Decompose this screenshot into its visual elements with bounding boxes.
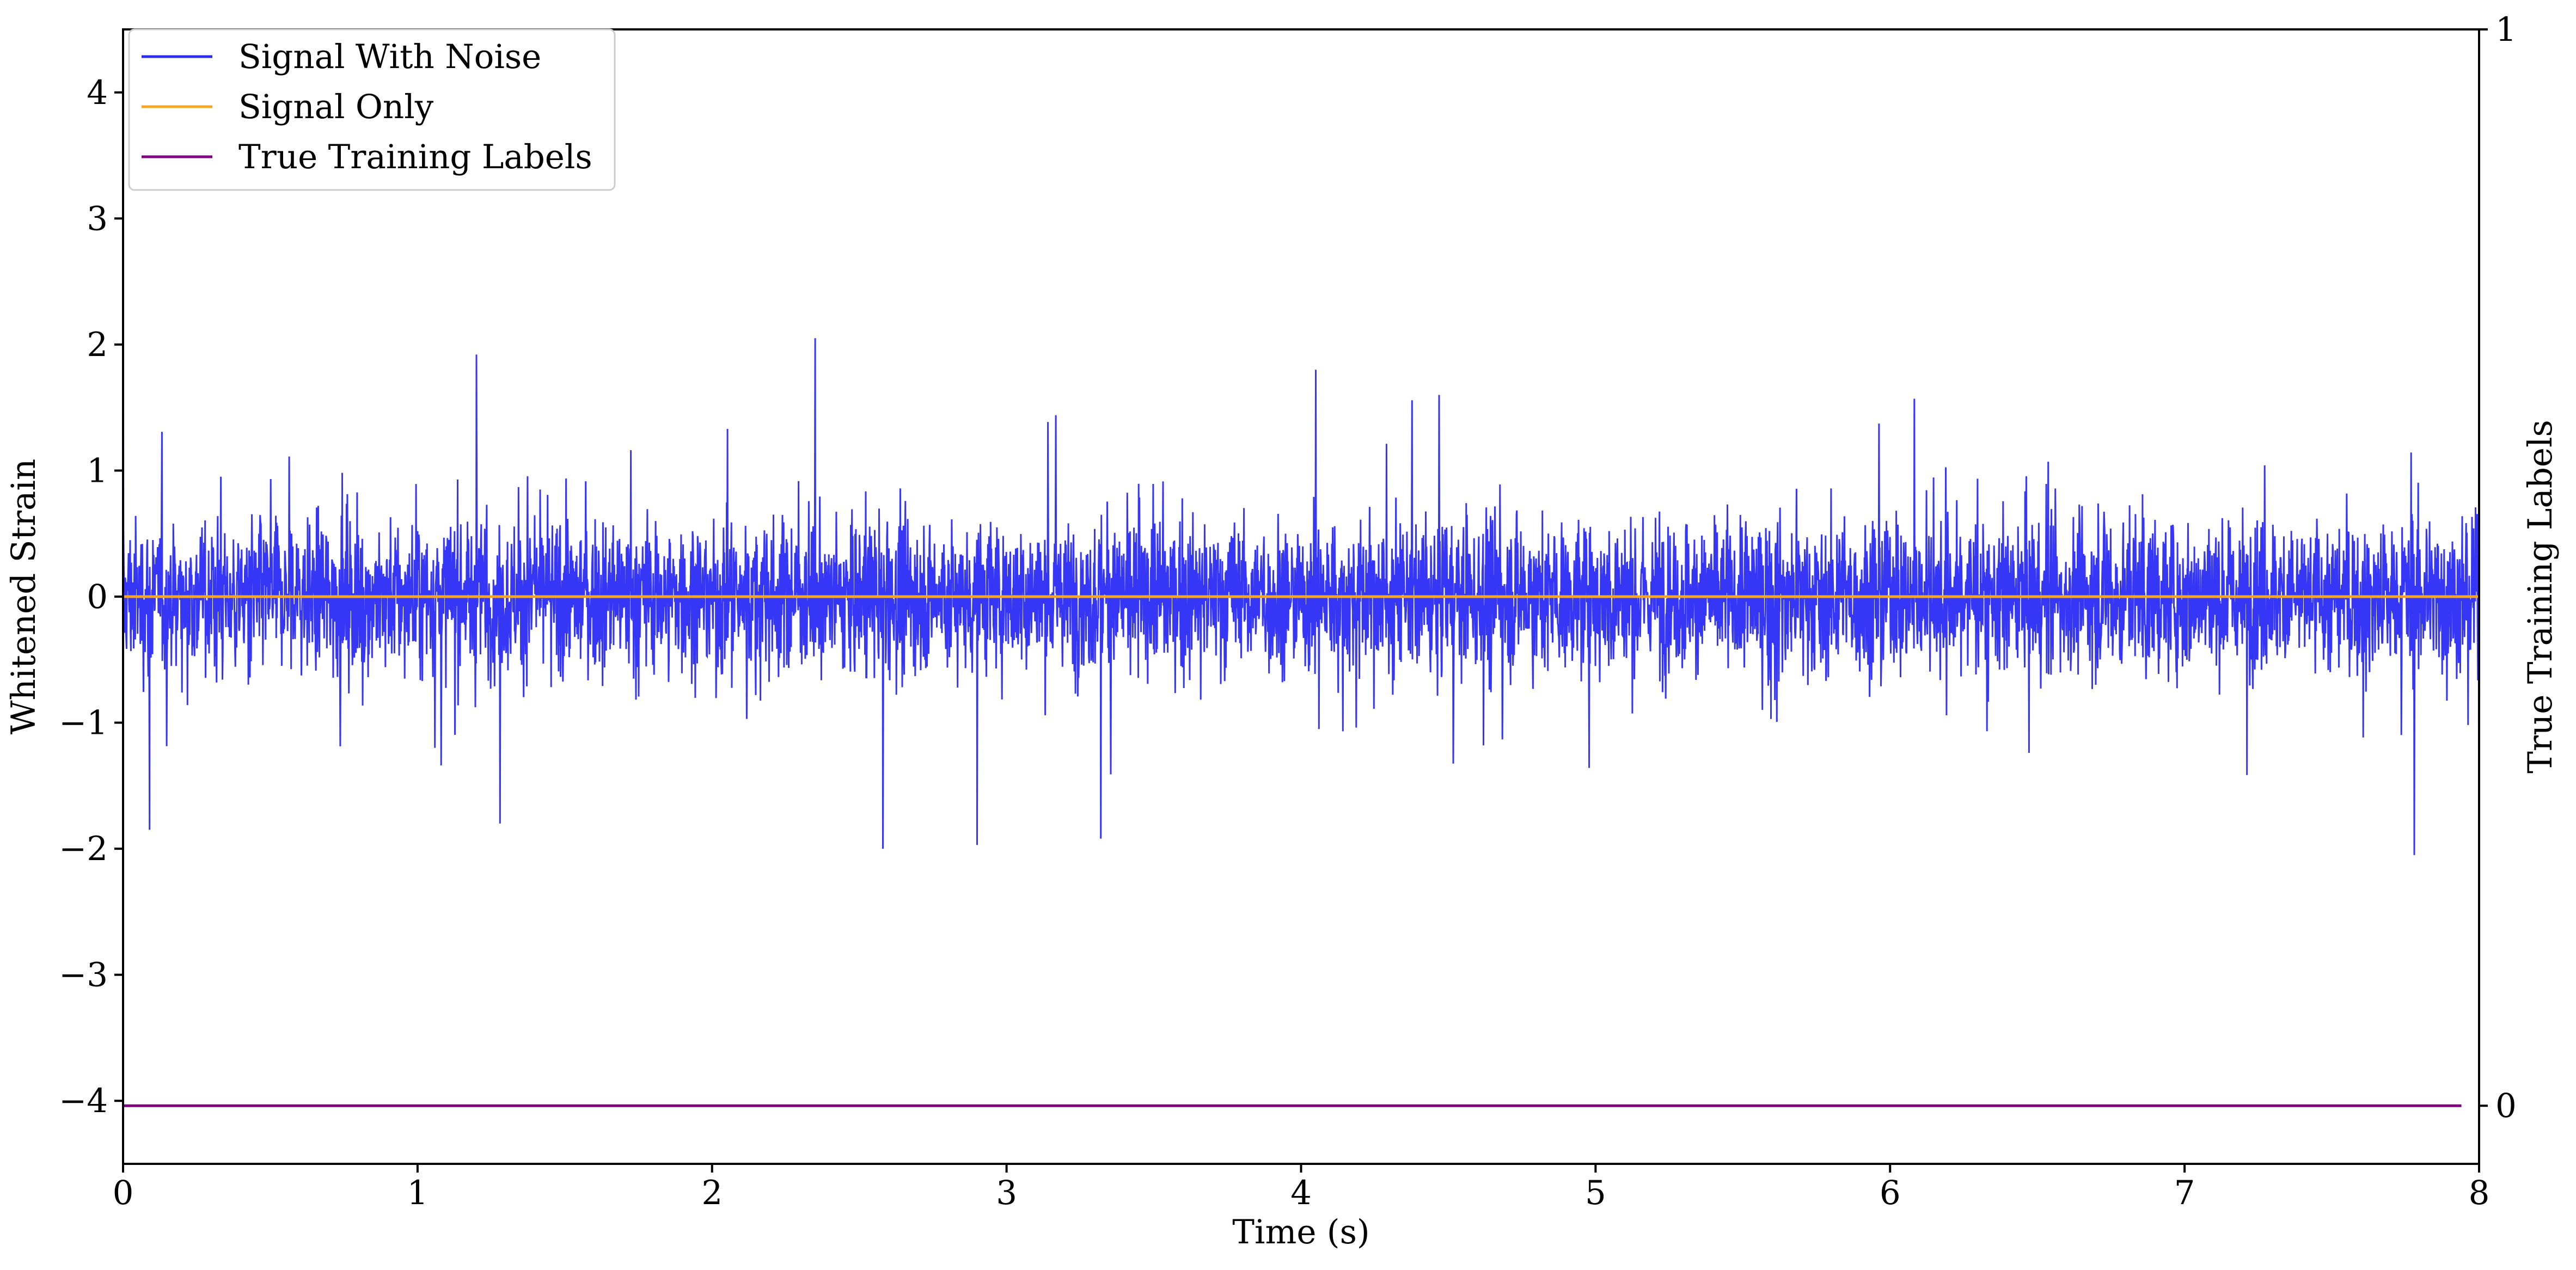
y-tick-label: −2 (59, 830, 108, 868)
signal-with-noise-series (122, 67, 2480, 1101)
y-tick-label: 2 (87, 326, 108, 364)
legend-label-signal-with-noise: Signal With Noise (238, 38, 541, 76)
x-tick-label: 2 (701, 1174, 723, 1212)
y-tick-label: −1 (59, 704, 108, 743)
y-axis-left: 4 3 2 1 0 −1 −2 −3 −4 (59, 73, 123, 1120)
x-tick-label: 3 (996, 1174, 1017, 1212)
y2-axis-label: True Training Labels (2521, 420, 2560, 774)
x-axis-label: Time (s) (1232, 1213, 1369, 1251)
x-tick-label: 7 (2174, 1174, 2195, 1212)
y-axis-label: Whitened Strain (4, 459, 43, 735)
x-tick-label: 1 (407, 1174, 428, 1212)
y-tick-label: 4 (87, 73, 108, 112)
legend-box (128, 28, 616, 191)
y-axis-right: 10 (2479, 10, 2517, 1125)
y-tick-label: 0 (87, 578, 108, 616)
x-tick-label: 6 (1880, 1174, 1901, 1212)
y2-tick-label: 1 (2495, 10, 2517, 49)
y2-tick-label: 0 (2495, 1087, 2517, 1125)
legend-label-true-training-labels: True Training Labels (238, 138, 592, 176)
y-tick-label: −4 (59, 1082, 108, 1120)
y-tick-label: −3 (59, 956, 108, 995)
y-tick-label: 1 (87, 451, 108, 490)
y-tick-label: 3 (87, 199, 108, 238)
x-tick-label: 0 (113, 1174, 134, 1212)
x-tick-label: 4 (1290, 1174, 1312, 1212)
signal-with-noise-line (122, 67, 2480, 1101)
x-tick-label: 5 (1585, 1174, 1606, 1212)
legend-label-signal-only: Signal Only (238, 88, 434, 126)
x-axis: 0 1 2 3 4 5 6 7 8 (113, 1164, 2490, 1212)
x-tick-label: 8 (2469, 1174, 2490, 1212)
legend: Signal With Noise Signal Only True Train… (128, 28, 616, 191)
